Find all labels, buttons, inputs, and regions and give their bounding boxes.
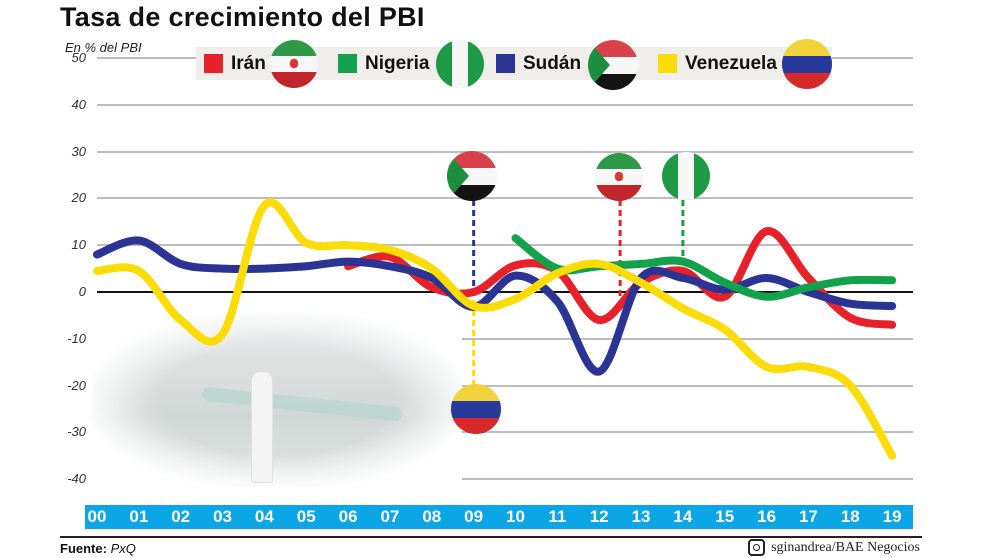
- y-tick-label: 30: [71, 143, 86, 159]
- gridline: [97, 244, 913, 247]
- legend-item-nigeria: Nigeria: [338, 47, 429, 80]
- y-tick-label: -20: [67, 377, 86, 393]
- x-tick-label: 00: [87, 507, 107, 526]
- x-axis-bar: [85, 505, 913, 529]
- instagram-icon: [748, 539, 766, 556]
- x-tick-label: 10: [506, 507, 525, 526]
- gridline: [97, 197, 913, 200]
- x-tick-label: 09: [464, 507, 484, 526]
- nigeria-swatch: [338, 54, 357, 73]
- x-tick-label: 14: [673, 507, 693, 526]
- sudan-flag-icon: [588, 40, 638, 90]
- legend-item-sudan: Sudán: [496, 47, 581, 80]
- y-tick-label: 50: [71, 50, 86, 65]
- series-line-venezuela: [93, 198, 897, 460]
- venezuela-flag-icon: [782, 39, 832, 89]
- iran-flag-marker-icon: [595, 153, 643, 201]
- source-label: Fuente:: [60, 541, 107, 556]
- x-tick-label: 15: [715, 507, 735, 526]
- gridline: [97, 384, 913, 387]
- y-tick-label: -30: [67, 424, 86, 440]
- x-tick-label: 01: [129, 507, 149, 526]
- x-tick-label: 04: [254, 507, 274, 526]
- gridline: [97, 103, 913, 106]
- sudan-swatch: [496, 54, 515, 73]
- legend-item-iran: Irán: [204, 47, 266, 80]
- x-tick-label: 02: [171, 507, 191, 526]
- credit-text: sginandrea/BAE Negocios: [771, 539, 920, 555]
- series-line-iran: [344, 227, 897, 329]
- gridline: [97, 150, 913, 153]
- y-tick-label: 0: [78, 284, 86, 299]
- x-tick-label: 08: [422, 507, 442, 526]
- venezuela-swatch: [658, 54, 677, 73]
- footer-rule: [60, 536, 922, 538]
- x-tick-label: 18: [840, 507, 860, 526]
- unit-label: En % del PBI: [65, 40, 142, 55]
- x-tick-label: 07: [380, 507, 400, 526]
- series-line-sudan: [93, 236, 897, 376]
- x-tick-label: 13: [631, 507, 651, 526]
- iran-swatch: [204, 54, 223, 73]
- chart-title: Tasa de crecimiento del PBI: [60, 2, 425, 32]
- factory-background-photo: [92, 312, 462, 487]
- legend-label-venezuela: Venezuela: [685, 52, 777, 74]
- y-tick-label: -10: [67, 330, 86, 346]
- legend-label-nigeria: Nigeria: [365, 52, 430, 74]
- sudan-flag-marker-icon: [447, 151, 497, 201]
- legend-label-iran: Irán: [231, 52, 266, 74]
- y-tick-label: 10: [71, 237, 86, 253]
- x-tick-label: 17: [798, 507, 818, 526]
- legend: Irán Nigeria Sudán Venezuela: [196, 47, 832, 80]
- source-value: PxQ: [110, 541, 136, 556]
- nigeria-flag-marker-icon: [662, 152, 710, 200]
- nigeria-flag-icon: [436, 40, 484, 88]
- source: Fuente: PxQ: [60, 541, 136, 556]
- x-tick-label: 16: [757, 507, 777, 526]
- venezuela-flag-marker-icon: [451, 384, 501, 434]
- x-tick-label: 19: [882, 507, 902, 526]
- y-tick-label: 40: [71, 96, 86, 112]
- worker-shape: [252, 372, 272, 482]
- x-tick-label: 06: [338, 507, 358, 526]
- x-tick-label: 03: [213, 507, 232, 526]
- gridline: [97, 337, 913, 340]
- gridline: [97, 478, 913, 481]
- y-tick-label: 20: [71, 190, 86, 206]
- x-tick-label: 12: [589, 507, 609, 526]
- iran-flag-icon: [270, 40, 318, 88]
- x-tick-label: 05: [296, 507, 316, 526]
- credit: sginandrea/BAE Negocios: [748, 539, 920, 556]
- gridline: [97, 431, 913, 434]
- zero-line: [97, 291, 913, 293]
- y-tick-label: -40: [67, 471, 86, 487]
- legend-label-sudan: Sudán: [523, 52, 582, 74]
- x-tick-label: 11: [548, 507, 567, 526]
- legend-item-venezuela: Venezuela: [658, 47, 777, 80]
